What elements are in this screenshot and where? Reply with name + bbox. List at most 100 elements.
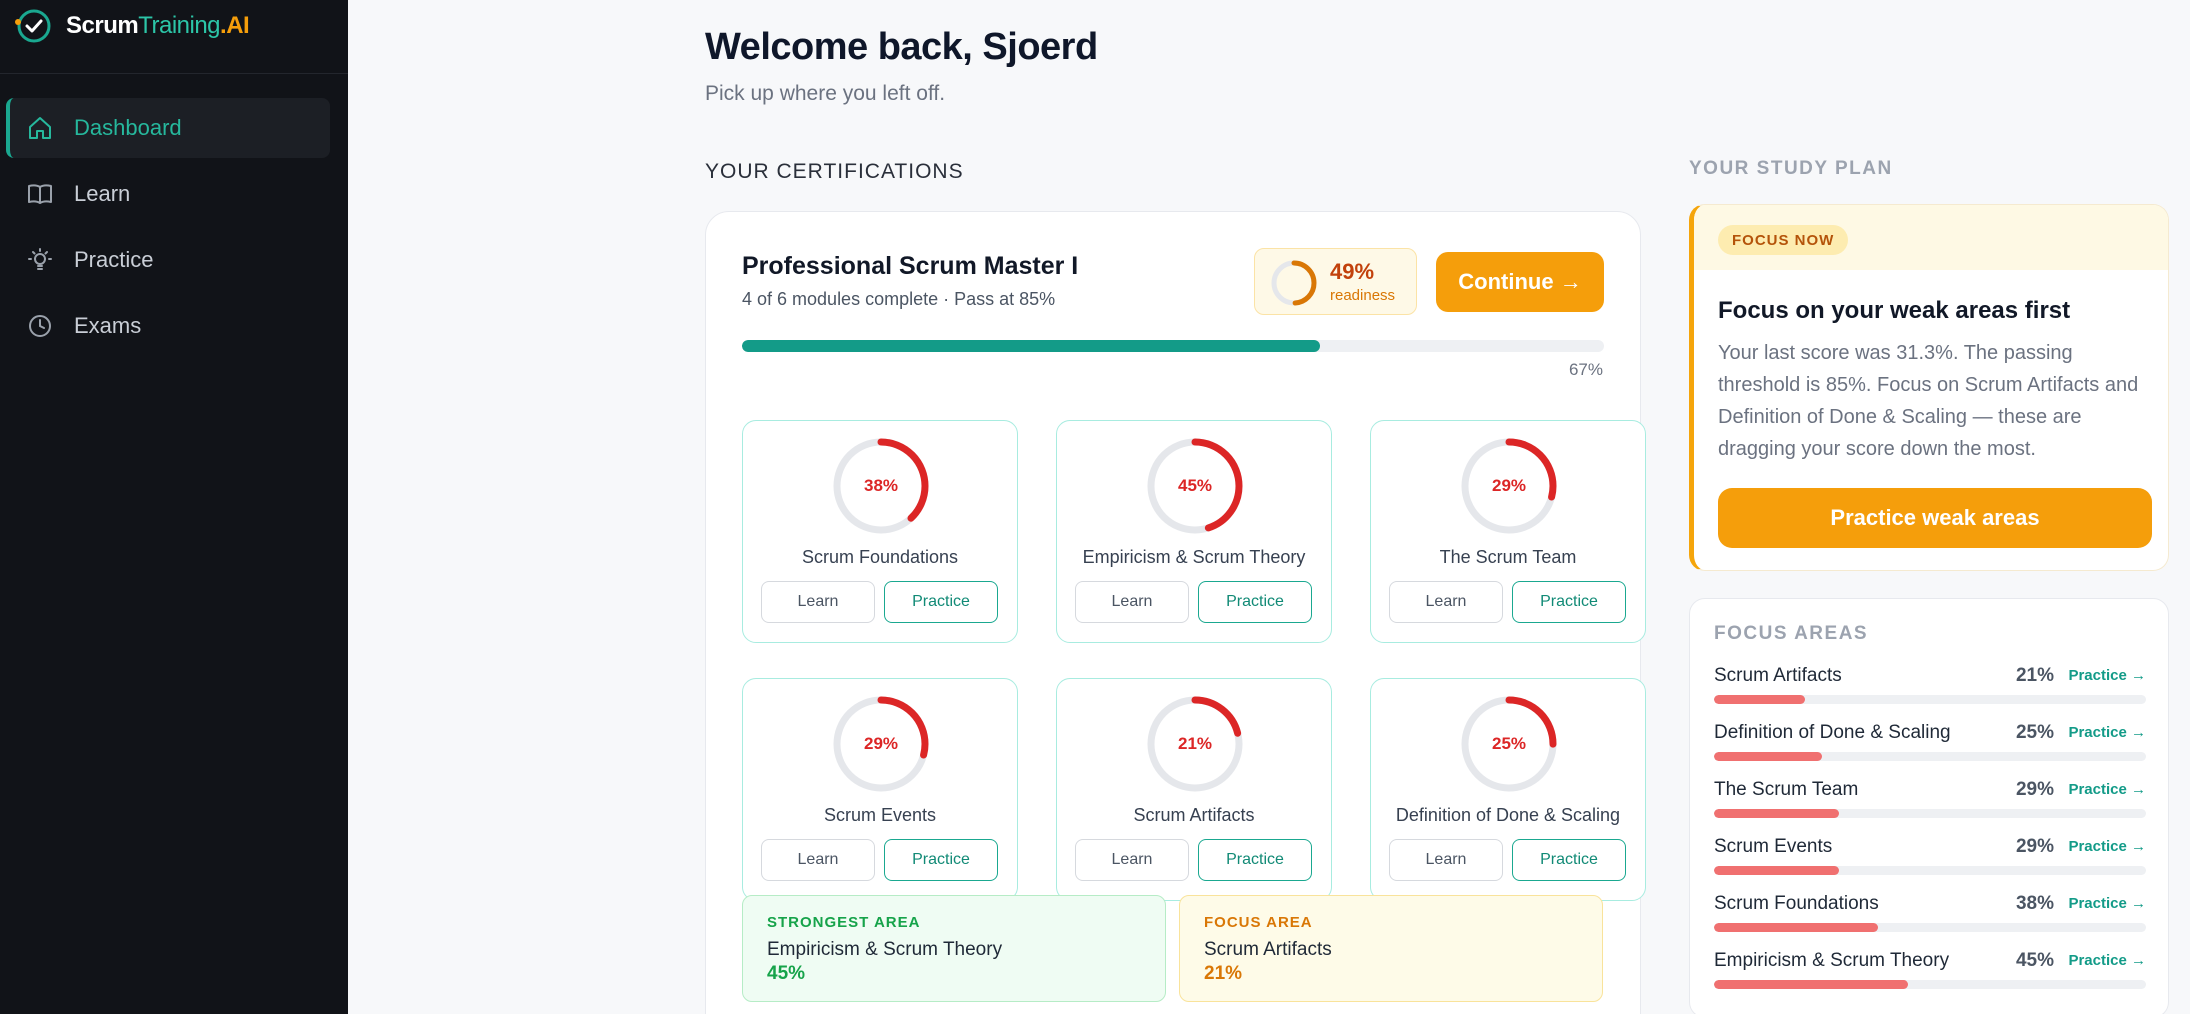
lightbulb-icon [26, 246, 54, 274]
module-score-ring [1461, 696, 1557, 792]
focus-area-row: Scrum Foundations 38% Practice → [1714, 893, 2146, 941]
focus-area-row: The Scrum Team 29% Practice → [1714, 779, 2146, 827]
focus-area-row-bar [1714, 809, 2146, 818]
readiness-badge: 49% readiness [1254, 248, 1417, 315]
module-score: 29% [1491, 476, 1527, 495]
module-learn-button[interactable]: Learn [1389, 581, 1503, 623]
module-score: 38% [863, 476, 899, 495]
module-learn-button[interactable]: Learn [761, 581, 875, 623]
brand-name: ScrumTraining.AI [66, 12, 250, 39]
focus-area-row-name: Scrum Foundations [1714, 893, 1879, 914]
module-card: 29% Scrum Events Learn Practice [742, 678, 1018, 901]
module-name: Scrum Foundations [801, 547, 959, 567]
module-name: Scrum Events [823, 805, 937, 825]
practice-weak-areas-button[interactable]: Practice weak areas [1718, 488, 2152, 548]
module-card: 45% Empiricism & Scrum Theory Learn Practic… [1056, 420, 1332, 643]
module-name: Definition of Done & Scaling [1395, 805, 1621, 825]
study-plan-title: YOUR STUDY PLAN [1689, 158, 1893, 179]
module-name: The Scrum Team [1439, 547, 1577, 567]
focus-area-row-bar-fill [1714, 980, 1909, 989]
focus-area-row-bar [1714, 980, 2146, 989]
focus-area-value: 21% [1204, 963, 1243, 984]
module-practice-button[interactable]: Practice [1512, 581, 1626, 623]
certification-meta: 4 of 6 modules complete · Pass at 85% [742, 289, 1056, 309]
brand-logo-icon [15, 9, 51, 43]
focus-area-row-bar [1714, 752, 2146, 761]
module-practice-button[interactable]: Practice [1198, 839, 1312, 881]
focus-area-row-bar [1714, 695, 2146, 704]
focus-area-row-bar [1714, 923, 2146, 932]
focus-area-row-percent: 21% [2015, 665, 2054, 686]
focus-area-row-name: The Scrum Team [1714, 779, 1859, 800]
clock-icon [26, 312, 54, 340]
focus-area-row-percent: 29% [2015, 779, 2054, 800]
focus-area-practice-link[interactable]: Practice → [2068, 781, 2146, 798]
module-card: 25% Definition of Done & Scaling Learn Prac… [1370, 678, 1646, 901]
strongest-area-box: STRONGEST AREA Empiricism & Scrum Theory… [742, 895, 1166, 1002]
readiness-ring [1271, 260, 1317, 306]
focus-area-row-percent: 25% [2015, 722, 2054, 743]
sidebar-item-label: Exams [74, 313, 142, 338]
page-title: Welcome back, Sjoerd [705, 26, 1098, 68]
home-icon [26, 114, 54, 142]
sidebar-divider [0, 73, 348, 74]
certification-progress-bar [742, 340, 1604, 352]
focus-area-row-name: Empiricism & Scrum Theory [1714, 950, 1950, 971]
sidebar-item-label: Dashboard [74, 115, 182, 140]
focus-area-practice-link[interactable]: Practice → [2068, 895, 2146, 912]
focus-description: Your last score was 31.3%. The passing t… [1718, 342, 2139, 460]
module-practice-button[interactable]: Practice [884, 581, 998, 623]
focus-now-card: FOCUS NOW Focus on your weak areas first… [1689, 204, 2169, 571]
sidebar-nav: Dashboard Learn Practice Exams [6, 98, 330, 362]
module-score: 29% [863, 734, 899, 753]
focus-now-badge: FOCUS NOW [1718, 225, 1849, 255]
certifications-section-title: YOUR CERTIFICATIONS [705, 160, 964, 183]
sidebar: ScrumTraining.AI Dashboard Learn Practic… [0, 0, 348, 1014]
continue-button[interactable]: Continue → [1436, 252, 1604, 312]
readiness-label: readiness [1330, 287, 1396, 304]
certification-name: Professional Scrum Master I [742, 252, 1079, 280]
module-score: 45% [1177, 476, 1213, 495]
module-score-ring [833, 438, 929, 534]
sidebar-item-exams[interactable]: Exams [6, 296, 330, 356]
module-score: 25% [1491, 734, 1527, 753]
module-score: 21% [1177, 734, 1213, 753]
focus-area-practice-link[interactable]: Practice → [2068, 724, 2146, 741]
sidebar-item-dashboard[interactable]: Dashboard [6, 98, 330, 158]
sidebar-item-learn[interactable]: Learn [6, 164, 330, 224]
sidebar-item-label: Practice [74, 247, 154, 272]
module-learn-button[interactable]: Learn [1075, 839, 1189, 881]
focus-area-practice-link[interactable]: Practice → [2068, 667, 2146, 684]
module-learn-button[interactable]: Learn [761, 839, 875, 881]
focus-area-row: Empiricism & Scrum Theory 45% Practice → [1714, 950, 2146, 998]
focus-area-practice-link[interactable]: Practice → [2068, 838, 2146, 855]
focus-area-row-name: Scrum Events [1714, 836, 1833, 857]
module-practice-button[interactable]: Practice [1198, 581, 1312, 623]
brand[interactable]: ScrumTraining.AI [14, 6, 250, 46]
module-practice-button[interactable]: Practice [1512, 839, 1626, 881]
module-card: 38% Scrum Foundations Learn Practice [742, 420, 1018, 643]
focus-area-row-percent: 38% [2015, 893, 2054, 914]
focus-area-row-bar-fill [1714, 752, 1822, 761]
book-icon [26, 180, 54, 208]
module-learn-button[interactable]: Learn [1075, 581, 1189, 623]
certification-card: Professional Scrum Master I 4 of 6 modul… [705, 211, 1646, 1014]
module-card: 21% Scrum Artifacts Learn Practice [1056, 678, 1332, 901]
focus-area-row-bar [1714, 866, 2146, 875]
focus-area-row: Definition of Done & Scaling 25% Practice … [1714, 722, 2146, 770]
module-score-ring [1461, 438, 1557, 534]
focus-area-row-bar-fill [1714, 809, 1840, 818]
sidebar-item-practice[interactable]: Practice [6, 230, 330, 290]
readiness-value: 49% [1330, 259, 1375, 284]
module-name: Scrum Artifacts [1133, 805, 1255, 825]
focus-area-practice-link[interactable]: Practice → [2068, 952, 2146, 969]
module-learn-button[interactable]: Learn [1389, 839, 1503, 881]
module-score-ring [1147, 438, 1243, 534]
focus-area-row: Scrum Artifacts 21% Practice → [1714, 665, 2146, 713]
sidebar-item-label: Learn [74, 181, 131, 206]
strongest-area-name: Empiricism & Scrum Theory [767, 939, 1003, 960]
module-practice-button[interactable]: Practice [884, 839, 998, 881]
focus-area-row-bar-fill [1714, 866, 1840, 875]
focus-heading: Focus on your weak areas first [1718, 297, 2071, 324]
module-score-ring [833, 696, 929, 792]
